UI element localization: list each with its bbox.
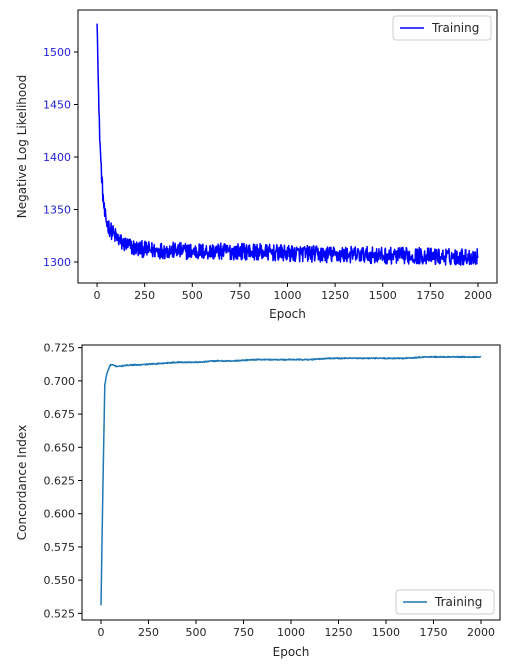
bottom-series-line-0 bbox=[100, 355, 482, 606]
bottom-x-tick-label: 250 bbox=[138, 626, 159, 639]
bottom-x-tick-label: 1250 bbox=[325, 626, 353, 639]
bottom-y-tick-label: 0.650 bbox=[44, 441, 76, 454]
bottom-legend: Training bbox=[395, 589, 495, 615]
top-y-tick-label: 1500 bbox=[43, 46, 71, 59]
bottom-y-tick-label: 0.700 bbox=[44, 375, 76, 388]
top-chart: 0 250 500 750 1000 1250 1500 1750 2000 1300 1350 14… bbox=[15, 9, 498, 321]
top-y-axis-title: Negative Log Likelihood bbox=[15, 75, 29, 218]
bottom-legend-box bbox=[395, 589, 495, 615]
bottom-y-axis-title: Concordance Index bbox=[15, 425, 29, 540]
top-y-tick-label: 1350 bbox=[43, 204, 71, 217]
top-legend-label: Training bbox=[431, 21, 479, 35]
top-x-tick-label: 2000 bbox=[464, 289, 492, 302]
top-x-tick-label: 1750 bbox=[416, 289, 444, 302]
bottom-x-tick-label: 2000 bbox=[467, 626, 495, 639]
bottom-x-tick-label: 1000 bbox=[277, 626, 305, 639]
top-x-axis-title: Epoch bbox=[269, 307, 306, 321]
bottom-x-tick-label: 1750 bbox=[420, 626, 448, 639]
top-x-tick-label: 1000 bbox=[274, 289, 302, 302]
bottom-legend-label: Training bbox=[434, 595, 482, 609]
bottom-x-tick-label: 1500 bbox=[372, 626, 400, 639]
top-x-tick-label: 1500 bbox=[369, 289, 397, 302]
top-y-tick-label: 1400 bbox=[43, 151, 71, 164]
bottom-y-tick-label: 0.675 bbox=[44, 408, 76, 421]
bottom-x-tick-label: 750 bbox=[233, 626, 254, 639]
top-y-tick-label: 1450 bbox=[43, 99, 71, 112]
bottom-y-tick-label: 0.525 bbox=[44, 607, 76, 620]
top-legend: Training bbox=[392, 15, 492, 41]
bottom-x-axis-title: Epoch bbox=[273, 645, 310, 659]
top-x-tick-label: 1250 bbox=[321, 289, 349, 302]
top-y-tick-label: 1300 bbox=[43, 256, 71, 269]
top-x-tick-label: 500 bbox=[182, 289, 203, 302]
bottom-y-tick-label: 0.625 bbox=[44, 475, 76, 488]
bottom-y-tick-label: 0.600 bbox=[44, 508, 76, 521]
top-x-tick-label: 0 bbox=[94, 289, 101, 302]
top-series-line-0 bbox=[96, 23, 479, 266]
top-x-tick-label: 250 bbox=[134, 289, 155, 302]
bottom-chart: 0 250 500 750 1000 1250 1500 1750 2000 0.525 0.550… bbox=[15, 342, 501, 659]
bottom-y-tick-label: 0.550 bbox=[44, 574, 76, 587]
bottom-y-tick-label: 0.725 bbox=[44, 342, 76, 355]
top-x-tick-label: 750 bbox=[229, 289, 250, 302]
top-legend-box bbox=[392, 15, 492, 41]
bottom-y-tick-label: 0.575 bbox=[44, 541, 76, 554]
bottom-x-tick-label: 500 bbox=[186, 626, 207, 639]
bottom-x-tick-label: 0 bbox=[98, 626, 105, 639]
